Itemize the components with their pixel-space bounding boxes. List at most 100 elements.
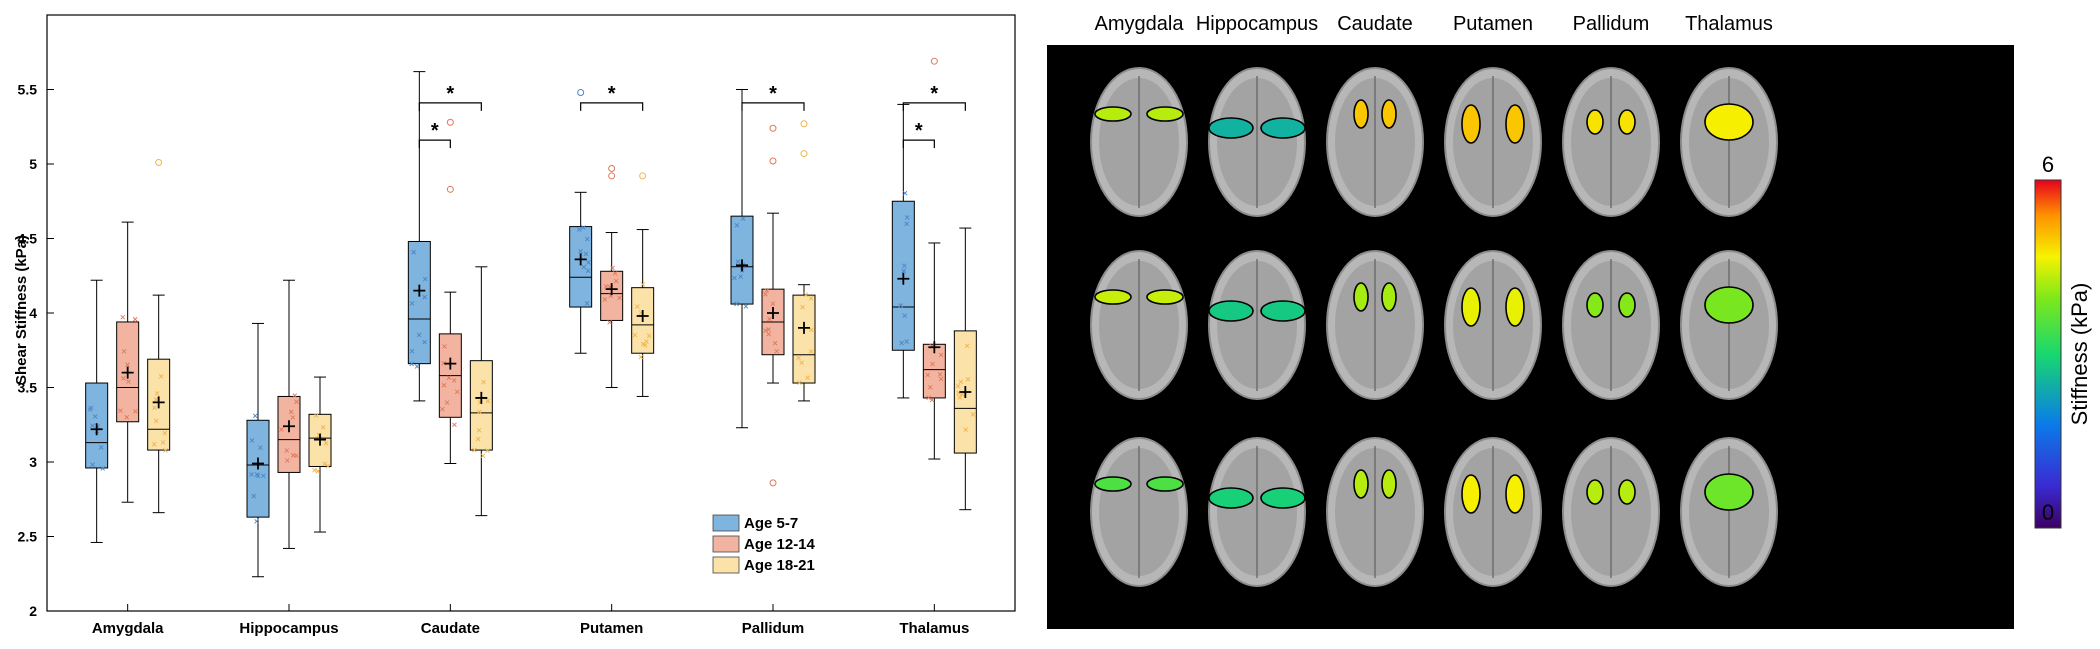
data-point	[959, 392, 965, 397]
data-point	[740, 216, 746, 221]
brain-slice	[1562, 437, 1660, 587]
mean-marker	[444, 357, 457, 370]
data-point	[313, 413, 319, 418]
data-point	[635, 304, 640, 309]
plot-frame	[46, 14, 1016, 612]
stiffness-region	[1260, 300, 1306, 322]
stiffness-region	[1461, 474, 1481, 514]
data-point	[617, 295, 622, 301]
box-plot-chart: 2 2.5 3 3.5 4 4.5 5 5.5 Shear Stiffness (kPa) *…	[13, 14, 1016, 637]
x-category-label: Caudate	[421, 620, 480, 637]
stiffness-region	[1208, 117, 1254, 139]
stiffness-region	[1094, 106, 1132, 122]
stiffness-region	[1260, 117, 1306, 139]
data-point	[808, 295, 814, 301]
stiffness-region	[1381, 99, 1397, 129]
data-point	[284, 448, 290, 453]
data-point	[584, 236, 590, 242]
data-point	[158, 374, 164, 379]
data-point	[766, 327, 771, 332]
data-point	[902, 190, 908, 196]
stiffness-region	[1704, 473, 1754, 511]
stiffness-region	[1618, 479, 1636, 505]
data-point	[312, 467, 317, 473]
data-point	[325, 463, 331, 469]
data-point	[153, 418, 159, 424]
box-iqr	[277, 395, 301, 473]
box-putamen-3	[631, 172, 655, 397]
y-tick-label: 5	[29, 156, 37, 172]
significance-star: *	[769, 83, 777, 105]
data-point	[118, 408, 123, 413]
data-point	[586, 260, 591, 265]
data-point	[926, 395, 931, 401]
mean-marker	[897, 272, 910, 285]
outlier-point	[608, 164, 616, 172]
y-tick-label: 3	[29, 454, 37, 470]
outlier-point	[800, 150, 808, 158]
brain-slice	[1444, 250, 1542, 400]
box-caudate-2	[438, 118, 462, 464]
box-thalamus-1	[891, 103, 915, 399]
y-tick-label: 4.5	[18, 231, 38, 247]
mean-marker	[121, 366, 134, 379]
brain-slice	[1562, 67, 1660, 217]
data-point	[153, 397, 159, 402]
data-point	[121, 348, 127, 354]
row-label: Age 19-25	[1047, 502, 1089, 524]
mean-marker	[574, 253, 587, 266]
box-iqr	[792, 294, 816, 384]
box-amygdala-3	[147, 159, 171, 514]
stiffness-region	[1260, 487, 1306, 509]
data-point	[770, 301, 776, 306]
box-thalamus-3	[953, 227, 977, 511]
significance-star: *	[608, 83, 616, 105]
data-point	[898, 303, 904, 308]
plot-axes	[46, 14, 1016, 612]
data-point	[764, 288, 769, 293]
data-point	[162, 430, 168, 436]
data-point	[163, 448, 168, 453]
data-point	[100, 466, 106, 471]
outlier-point	[446, 118, 454, 126]
brain-slice	[1326, 437, 1424, 587]
data-point	[644, 339, 649, 344]
data-point	[646, 333, 652, 339]
stiffness-region	[1505, 104, 1525, 144]
box-series	[85, 57, 977, 578]
brain-slice	[1326, 67, 1424, 217]
outlier-point	[155, 159, 163, 167]
mean-marker	[605, 283, 618, 296]
data-point	[249, 438, 255, 443]
data-point	[485, 448, 490, 454]
data-point	[472, 447, 477, 453]
x-category-label: Pallidum	[742, 620, 805, 637]
legend-swatch	[712, 535, 740, 553]
outlier-point	[608, 172, 616, 180]
box-thalamus-2	[922, 57, 946, 460]
data-point	[409, 301, 415, 306]
data-point	[963, 427, 969, 433]
data-point	[154, 391, 160, 396]
data-point	[735, 259, 741, 265]
data-point	[763, 292, 768, 297]
data-point	[323, 440, 329, 446]
stiffness-region	[1381, 469, 1397, 499]
data-point	[584, 301, 590, 306]
data-point	[440, 406, 445, 412]
data-point	[152, 405, 157, 411]
brain-slice	[1326, 250, 1424, 400]
outlier-point	[930, 57, 938, 65]
significance-bracket	[741, 102, 805, 111]
stiffness-region	[1208, 300, 1254, 322]
data-point	[322, 461, 328, 467]
mean-marker	[314, 433, 326, 446]
stiffness-region	[1208, 487, 1254, 509]
outlier-point	[769, 157, 777, 165]
data-point	[803, 292, 809, 298]
data-point	[799, 360, 804, 366]
legend: Age 5-7 Age 12-14 Age 18-21	[712, 514, 816, 574]
colorbar-title: Stiffness (kPa)	[2067, 283, 2092, 426]
mean-marker	[959, 385, 972, 398]
data-point	[294, 399, 299, 405]
